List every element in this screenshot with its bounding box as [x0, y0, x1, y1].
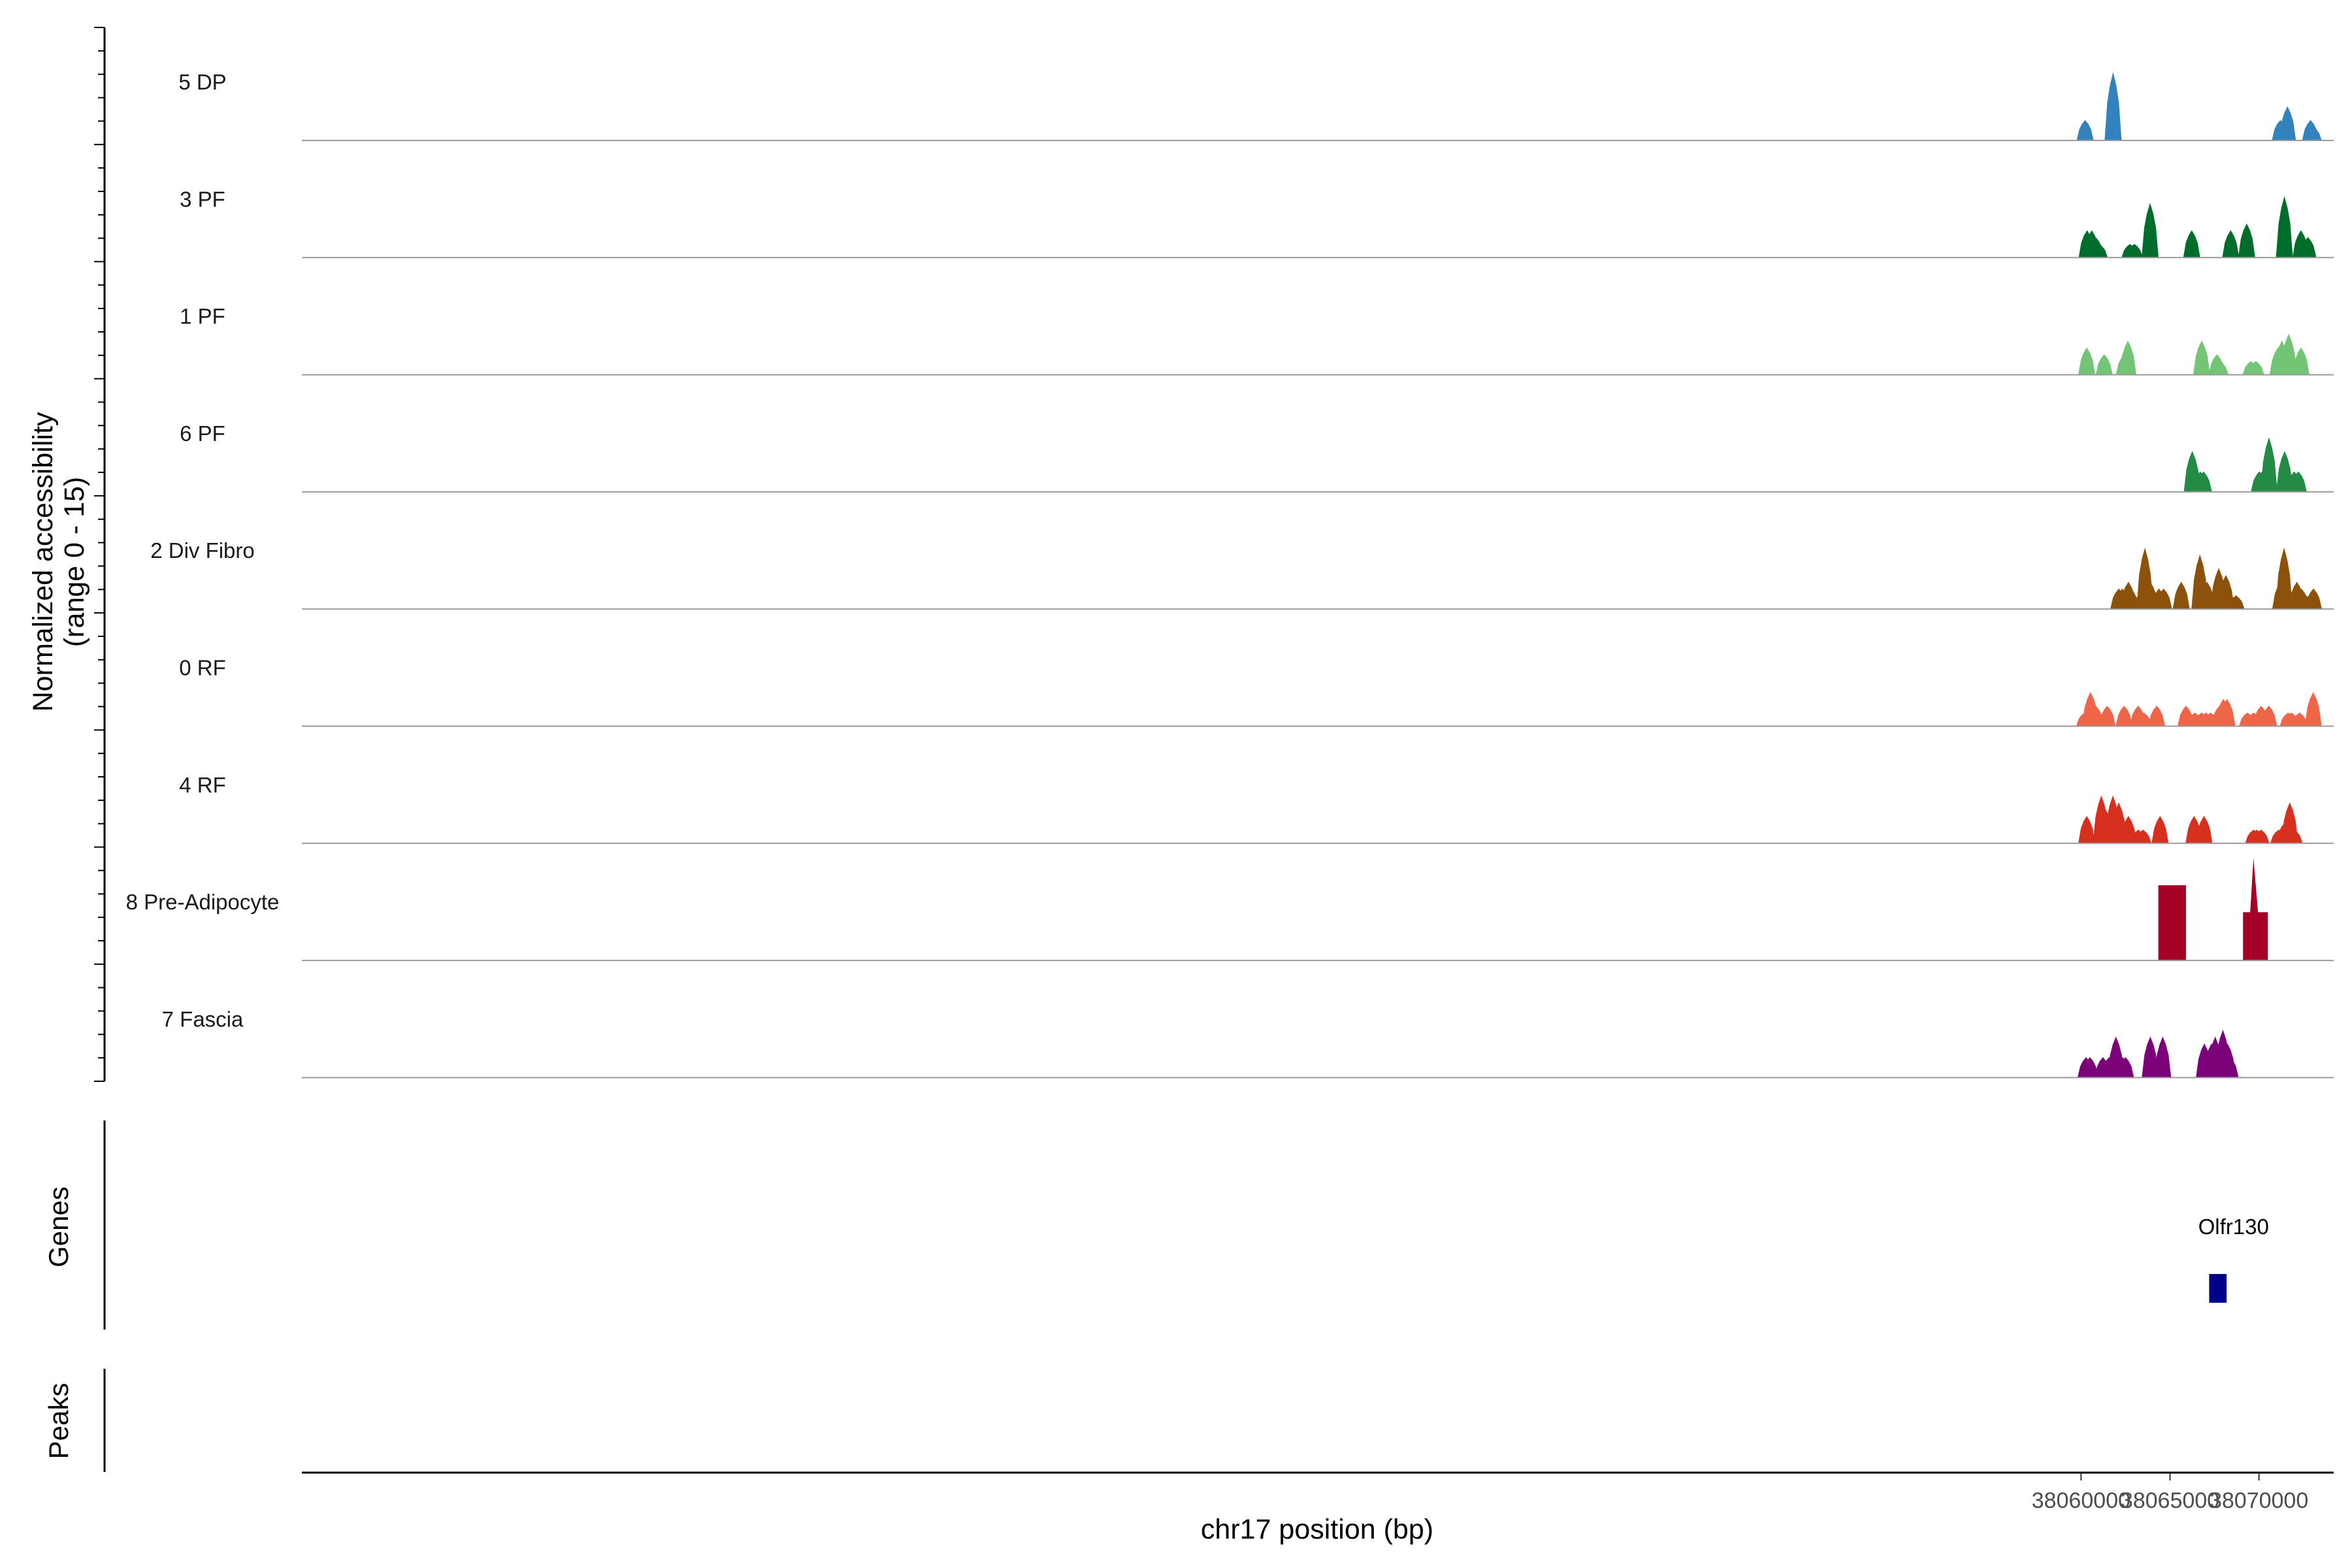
- accessibility-peak: [2304, 588, 2322, 610]
- gene-annotations: Olfr130: [2198, 1215, 2269, 1303]
- accessibility-peak: [2304, 127, 2322, 140]
- x-axis-title: chr17 position (bp): [1201, 1514, 1433, 1545]
- accessibility-tracks: 5 DP 3 PF 1 PF 6 PF 2 Div Fibro 0 RF 4 RF 8 Pre…: [126, 70, 2334, 1079]
- accessibility-peak: [2260, 437, 2278, 492]
- accessibility-peak: [2142, 1036, 2159, 1078]
- accessibility-peak: [2195, 815, 2213, 843]
- accessibility-peak: [2095, 354, 2113, 375]
- accessibility-peak: [2304, 692, 2322, 727]
- accessibility-peak: [2280, 333, 2298, 375]
- track-label: 4 RF: [179, 773, 226, 797]
- accessibility-peak: [2260, 706, 2278, 727]
- accessibility-peak: [2117, 1057, 2134, 1078]
- accessibility-y-axis-subtitle: (range 0 - 15): [59, 477, 90, 647]
- accessibility-peak: [2076, 120, 2094, 140]
- accessibility-peak: [2119, 340, 2136, 375]
- accessibility-peak: [2154, 1036, 2172, 1078]
- accessibility-peak: [2172, 581, 2190, 610]
- accessibility-peak: [2221, 1057, 2239, 1078]
- track-8-pre-adipocyte: 8 Pre-Adipocyte: [126, 858, 2334, 962]
- gene-body: [2209, 1274, 2227, 1303]
- track-6-pf: 6 PF: [180, 421, 2334, 493]
- accessibility-peak: [2078, 347, 2096, 375]
- track-2-div-fibro: 2 Div Fibro: [150, 538, 2334, 610]
- accessibility-peak: [2227, 595, 2245, 610]
- accessibility-peak: [2091, 244, 2108, 258]
- x-tick-label: 38070000: [2210, 1488, 2308, 1513]
- track-label: 6 PF: [180, 421, 225, 446]
- accessibility-peak: [2078, 815, 2096, 843]
- track-label: 8 Pre-Adipocyte: [126, 890, 280, 914]
- accessibility-peak: [2115, 706, 2133, 727]
- track-label: 5 DP: [178, 70, 226, 94]
- track-label: 1 PF: [180, 304, 225, 329]
- accessibility-peak: [2276, 196, 2293, 258]
- accessibility-peak: [2247, 361, 2264, 375]
- gene-label: Olfr130: [2198, 1215, 2269, 1239]
- accessibility-y-axis-ticks: [94, 27, 105, 1082]
- track-label: 7 Fascia: [162, 1007, 244, 1031]
- track-3-pf: 3 PF: [180, 187, 2334, 259]
- track-1-pf: 1 PF: [180, 304, 2334, 376]
- track-label: 0 RF: [179, 656, 226, 680]
- accessibility-peak: [2292, 347, 2310, 375]
- accessibility-peak: [2291, 712, 2308, 727]
- accessibility-peak: [2104, 72, 2122, 140]
- accessibility-peak: [2252, 829, 2270, 843]
- x-tick-label: 38065000: [2121, 1488, 2219, 1513]
- track-7-fascia: 7 Fascia: [162, 1007, 2334, 1079]
- accessibility-peak: [2289, 471, 2307, 492]
- accessibility-peak: [2134, 829, 2152, 843]
- accessibility-peak: [2183, 230, 2200, 258]
- accessibility-peak: [2279, 106, 2296, 140]
- accessibility-peak: [2218, 698, 2236, 727]
- accessibility-peak: [2243, 858, 2268, 961]
- x-tick-label: 38060000: [2032, 1488, 2131, 1513]
- accessibility-peak: [2155, 588, 2172, 610]
- track-label: 3 PF: [180, 187, 225, 211]
- accessibility-peak: [2195, 471, 2212, 492]
- accessibility-peak: [2238, 223, 2255, 258]
- accessibility-peak: [2161, 885, 2186, 961]
- track-label: 2 Div Fibro: [150, 538, 255, 563]
- accessibility-peak: [2193, 340, 2210, 375]
- accessibility-y-axis-title: Normalized accessibility: [27, 412, 59, 711]
- accessibility-peak: [2222, 230, 2240, 258]
- track-0-rf: 0 RF: [179, 656, 2334, 727]
- accessibility-peak: [2081, 1057, 2099, 1078]
- accessibility-peak: [2135, 712, 2153, 727]
- accessibility-peak: [2148, 706, 2166, 727]
- accessibility-peak: [2141, 203, 2159, 258]
- track-5-dp: 5 DP: [178, 70, 2334, 141]
- accessibility-peak: [2125, 244, 2143, 258]
- accessibility-peak: [2211, 361, 2229, 375]
- peaks-panel-title: Peaks: [43, 1383, 74, 1460]
- accessibility-peak: [2285, 829, 2303, 843]
- accessibility-peak: [2099, 706, 2116, 727]
- track-4-rf: 4 RF: [179, 773, 2334, 844]
- genes-panel-title: Genes: [43, 1186, 74, 1267]
- accessibility-peak: [2151, 815, 2169, 843]
- accessibility-peak: [2299, 237, 2317, 258]
